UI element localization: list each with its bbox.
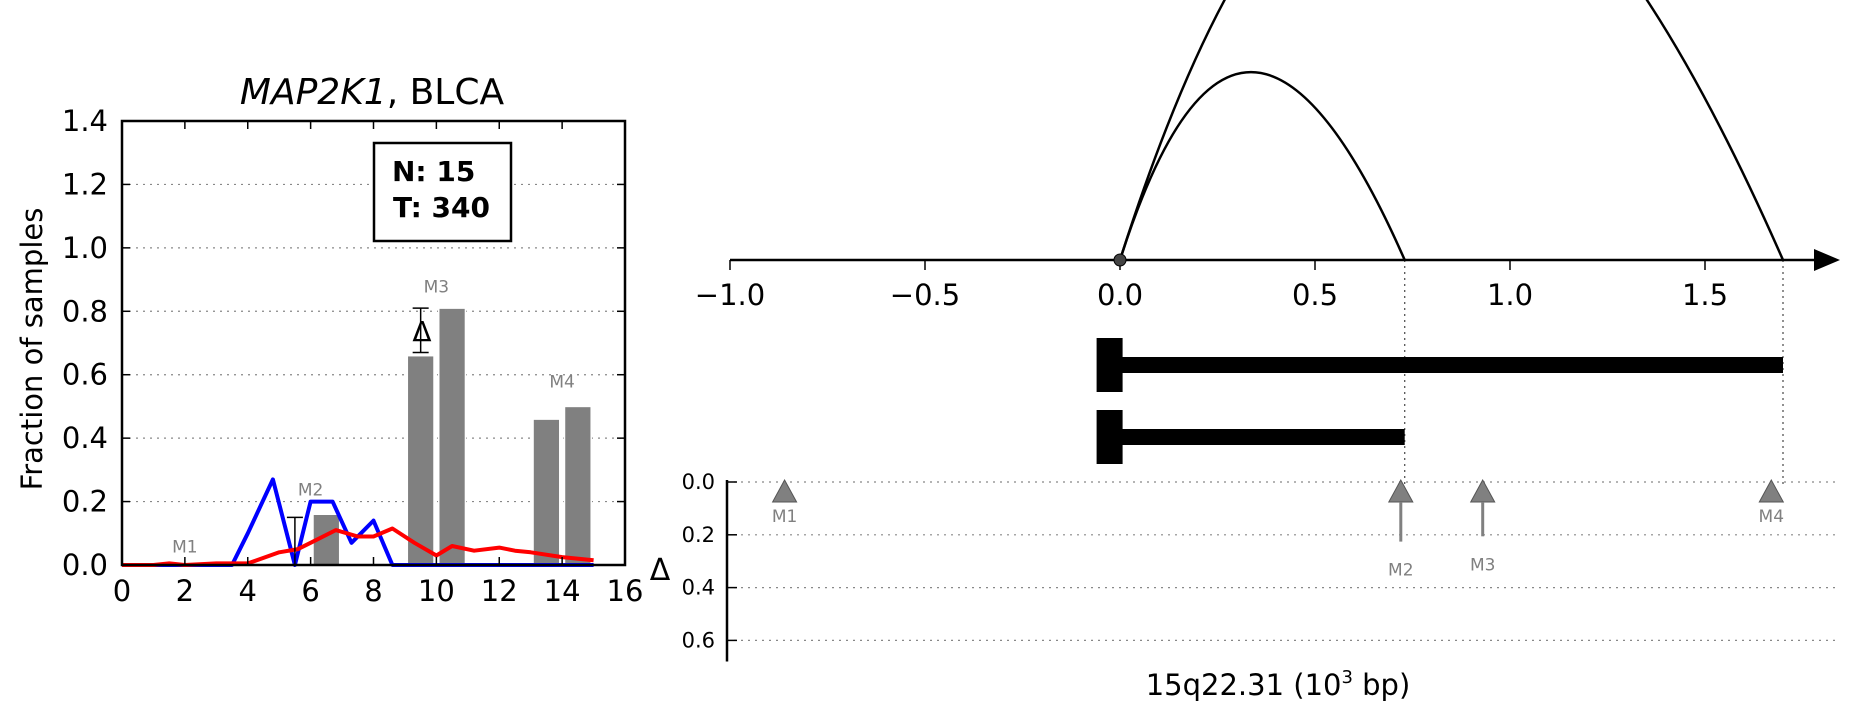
left-x-tick-label: 0	[113, 574, 131, 608]
left-y-tick-label: 0.4	[62, 421, 108, 455]
marker-label: M3	[1470, 555, 1495, 575]
delta-tick-label: 0.6	[682, 628, 715, 652]
left-chart: M1 M2 M3 M4 0 2 4 6 8 10 12 14 16 0.0 0.2 0.4 0.6 0.8 1.0…	[15, 72, 643, 608]
marker-triangle	[1387, 478, 1414, 503]
left-x-tick-label: 8	[364, 574, 382, 608]
left-bar-labels: M1 M2 M3 M4	[172, 277, 575, 557]
left-x-tick-label: 2	[176, 574, 194, 608]
counts-box	[372, 141, 513, 243]
delta-tick-label: 0.2	[682, 523, 715, 547]
right-delta-axis: 0.0 0.2 0.4 0.6	[682, 470, 1835, 662]
left-bar	[406, 354, 435, 566]
left-y-tick-label: 1.2	[62, 167, 108, 201]
left-x-tick-label: 16	[607, 574, 644, 608]
left-bar	[563, 405, 592, 566]
normal-count-label: N: 15	[392, 155, 475, 188]
marker-triangle	[1758, 478, 1785, 503]
marker-label: M1	[772, 507, 797, 527]
right-markers: M1 M2 M3 M4	[771, 478, 1785, 581]
title-cohort: , BLCA	[387, 72, 505, 113]
tumor-count-label: T: 340	[393, 191, 490, 224]
title-gene: MAP2K1	[240, 72, 387, 113]
left-y-tick-label: 0.6	[62, 358, 108, 392]
left-x-tick-label: 4	[239, 574, 257, 608]
left-x-tick-label: 6	[301, 574, 319, 608]
axis-arrow-head	[1814, 249, 1840, 271]
right-guide-lines	[1404, 260, 1784, 488]
left-bar	[437, 307, 467, 566]
marker-triangle	[1469, 478, 1496, 503]
marker-label: M2	[1388, 561, 1413, 581]
origin-point	[1113, 253, 1127, 267]
right-arcs	[1118, 0, 1785, 261]
right-x-axis-label: 15q22.31 (103 bp)	[1146, 667, 1411, 702]
left-x-tick-label: 10	[418, 574, 455, 608]
bar-label: M3	[424, 277, 449, 297]
genomic-x-tick-label: 1.5	[1682, 278, 1728, 312]
xlabel-exponent: 3	[1341, 667, 1352, 688]
left-y-tick-label: 0.2	[62, 485, 108, 519]
gene-body-bar	[1116, 357, 1783, 373]
left-bars	[312, 307, 592, 566]
right-chart: −1.0 −0.5 0.0 0.5 1.0 1.5 0.0 0.2 0.4 0.6 M1 M2 M3…	[650, 0, 1840, 702]
right-gene-bars	[1096, 338, 1783, 464]
genomic-x-tick-label: 1.0	[1487, 278, 1533, 312]
left-bar	[532, 418, 561, 566]
left-y-axis-label: Fraction of samples	[15, 208, 49, 491]
delta-tick-label: 0.0	[682, 470, 715, 494]
genomic-x-tick-label: −1.0	[695, 278, 765, 312]
genomic-x-tick-label: −0.5	[890, 278, 960, 312]
left-y-tick-label: 0.8	[62, 294, 108, 328]
delta-symbol: Δ	[412, 315, 431, 348]
interaction-arc	[1118, 70, 1406, 261]
gene-body-bar	[1116, 429, 1405, 445]
bar-label: M4	[549, 373, 574, 393]
left-x-tick-label: 12	[481, 574, 518, 608]
marker-triangle	[771, 478, 798, 503]
left-y-tick-label: 0.0	[62, 548, 108, 582]
delta-tick-label: 0.4	[682, 576, 715, 600]
bar-label: M1	[172, 537, 197, 557]
delta-axis-label: Δ	[650, 553, 671, 588]
genomic-x-tick-label: 0.0	[1097, 278, 1143, 312]
xlabel-suffix: bp)	[1353, 668, 1410, 702]
left-axis-ticks: 0 2 4 6 8 10 12 14 16 0.0 0.2 0.4 0.6 0.8 1.0 1.2 1.4	[62, 104, 644, 608]
left-chart-title: MAP2K1, BLCA	[240, 72, 505, 113]
genomic-x-tick-label: 0.5	[1292, 278, 1338, 312]
xlabel-prefix: 15q22.31 (10	[1146, 668, 1342, 702]
right-x-axis: −1.0 −0.5 0.0 0.5 1.0 1.5	[695, 249, 1840, 312]
interaction-arc	[1118, 0, 1785, 261]
bar-label: M2	[298, 480, 323, 500]
left-y-tick-label: 1.0	[62, 231, 108, 265]
left-x-tick-label: 14	[544, 574, 581, 608]
marker-label: M4	[1759, 507, 1784, 527]
left-y-tick-label: 1.4	[62, 104, 108, 138]
